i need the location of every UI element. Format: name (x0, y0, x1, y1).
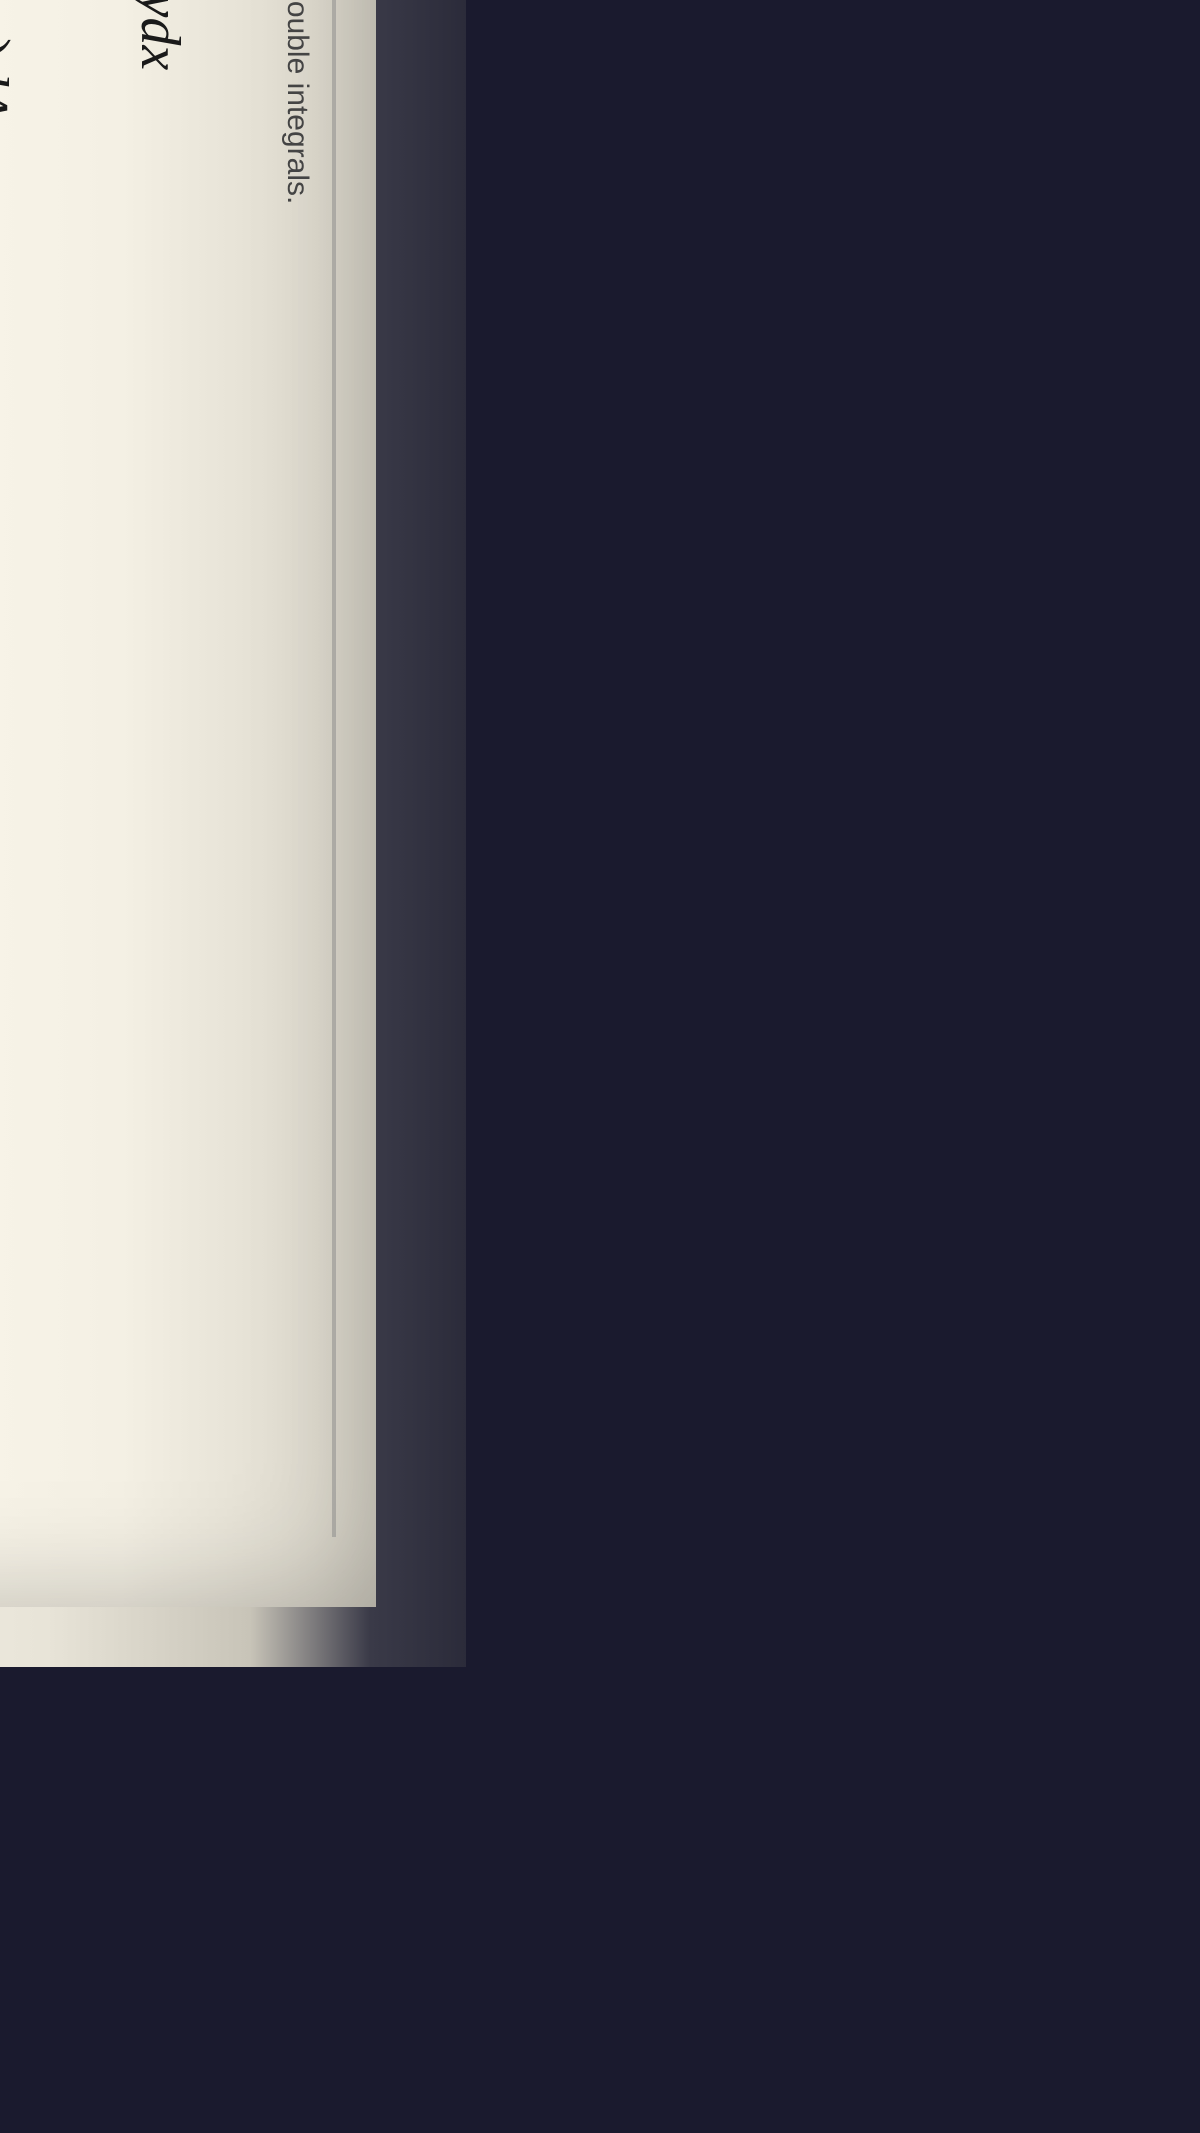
document-page: Evaluate the following double integrals.… (0, 0, 376, 1607)
part-a-integral: ∫ 7 1 ∫ 3 0 y (x+y2)1/2 dydx (106, 0, 212, 1537)
differentials-a: dydx (128, 0, 190, 70)
differentials-b: dA (0, 58, 18, 120)
paren-right: ) (0, 38, 21, 59)
part-a-label: a. (5 pts) (224, 0, 256, 1537)
part-b-label: b. (5 pts) (48, 0, 80, 1537)
question-prompt: Evaluate the following double integrals. (280, 0, 314, 1537)
screen-photo: Evaluate the following double integrals.… (0, 0, 466, 1667)
part-b-integral: ∫ ∫ R xy3 sin (x2y2) dA (0, 0, 36, 1537)
y-sq: 2 (0, 22, 4, 37)
arg-y: y (0, 0, 18, 22)
header-rule (332, 0, 336, 1537)
